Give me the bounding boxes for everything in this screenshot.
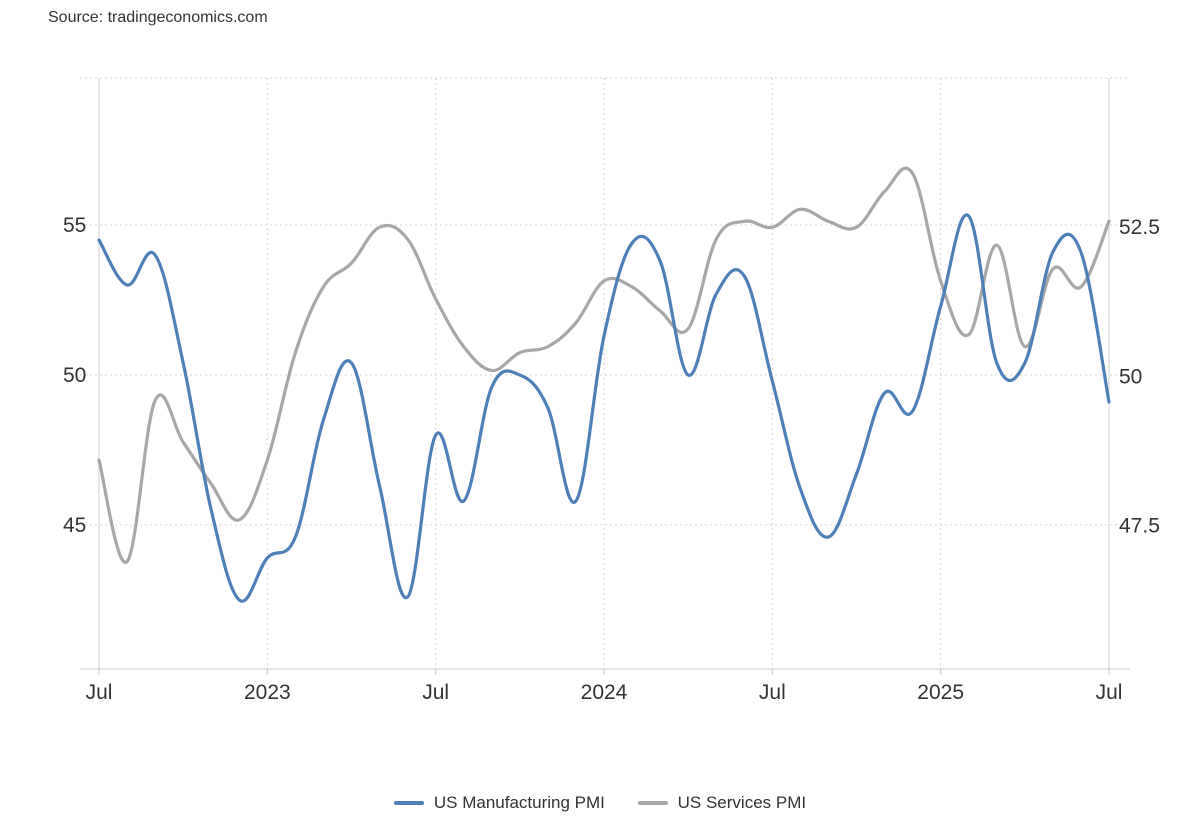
source-label: Source: tradingeconomics.com (48, 9, 268, 26)
legend-item-manufacturing: US Manufacturing PMI (393, 793, 605, 813)
axes (80, 668, 1130, 675)
tick-labels: 45 50 55 47.5 50 52.5 Jul 2023 Jul 2024 Jul 2025 Jul (63, 214, 1160, 704)
x-tick-label: 2024 (581, 681, 628, 704)
series-group (97, 166, 1111, 603)
x-tick-label: Jul (1096, 681, 1123, 704)
series-line-services (97, 166, 1111, 564)
series-line-manufacturing (97, 213, 1111, 603)
legend-label-manufacturing: US Manufacturing PMI (433, 793, 605, 812)
y-left-tick-label: 55 (63, 214, 86, 237)
y-left-tick-label: 45 (63, 514, 86, 537)
legend-swatch-manufacturing (393, 801, 424, 805)
legend-item-services: US Services PMI (637, 793, 807, 813)
x-tick-label: Jul (86, 681, 113, 704)
legend-label-services: US Services PMI (677, 793, 807, 812)
y-right-tick-label: 52.5 (1119, 216, 1160, 239)
x-tick-label: Jul (422, 681, 449, 704)
x-tick-label: 2023 (244, 681, 291, 704)
legend: US Manufacturing PMI US Services PMI (0, 790, 1200, 813)
y-left-tick-label: 50 (63, 364, 86, 387)
y-right-tick-label: 47.5 (1119, 515, 1160, 538)
x-tick-label: 2025 (917, 681, 964, 704)
grid-lines (80, 77, 1130, 669)
legend-swatch-services (637, 801, 668, 805)
line-chart: 45 50 55 47.5 50 52.5 Jul 2023 Jul 2024 Jul 2025 Jul (63, 77, 1160, 704)
x-tick-label: Jul (759, 681, 786, 704)
y-right-tick-label: 50 (1119, 365, 1142, 388)
